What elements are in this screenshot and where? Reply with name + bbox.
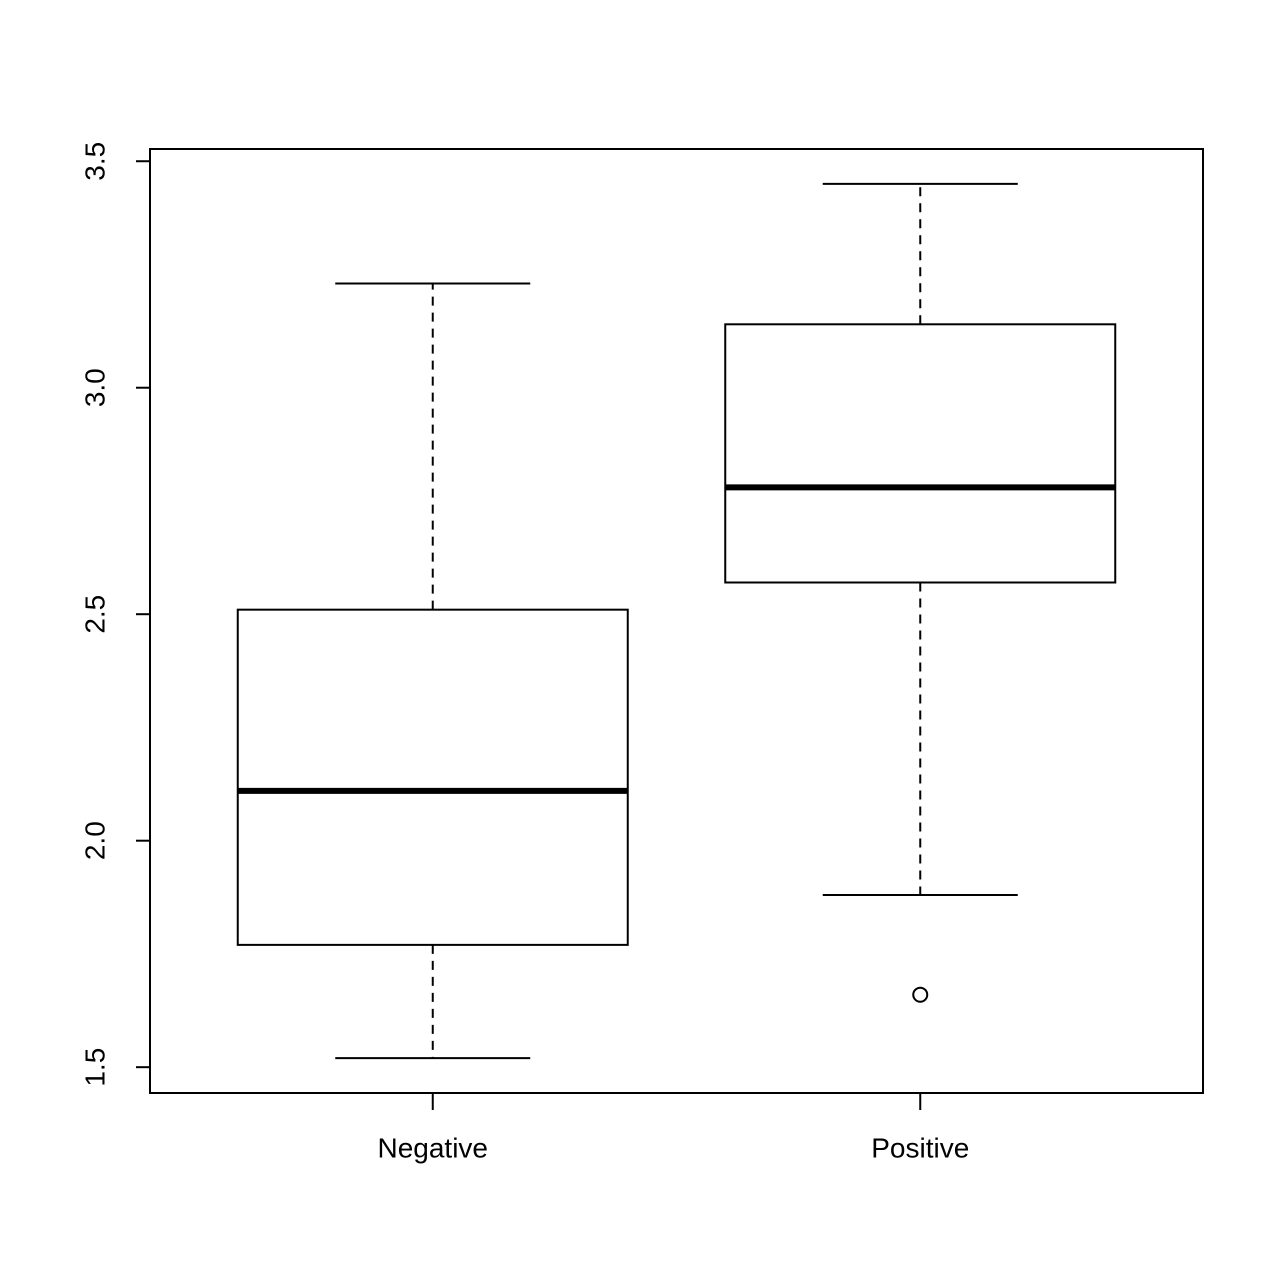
y-tick-label: 3.5: [79, 142, 110, 181]
x-tick-label: Positive: [871, 1132, 969, 1163]
plot-frame: [149, 148, 1204, 1094]
y-tick-label: 3.0: [79, 368, 110, 407]
x-tick-label: Negative: [377, 1132, 488, 1163]
box: [236, 608, 629, 946]
y-tick-label: 2.0: [79, 821, 110, 860]
y-tick-label: 1.5: [79, 1048, 110, 1087]
y-tick-label: 2.5: [79, 595, 110, 634]
box: [724, 323, 1117, 584]
outlier: [912, 986, 929, 1003]
